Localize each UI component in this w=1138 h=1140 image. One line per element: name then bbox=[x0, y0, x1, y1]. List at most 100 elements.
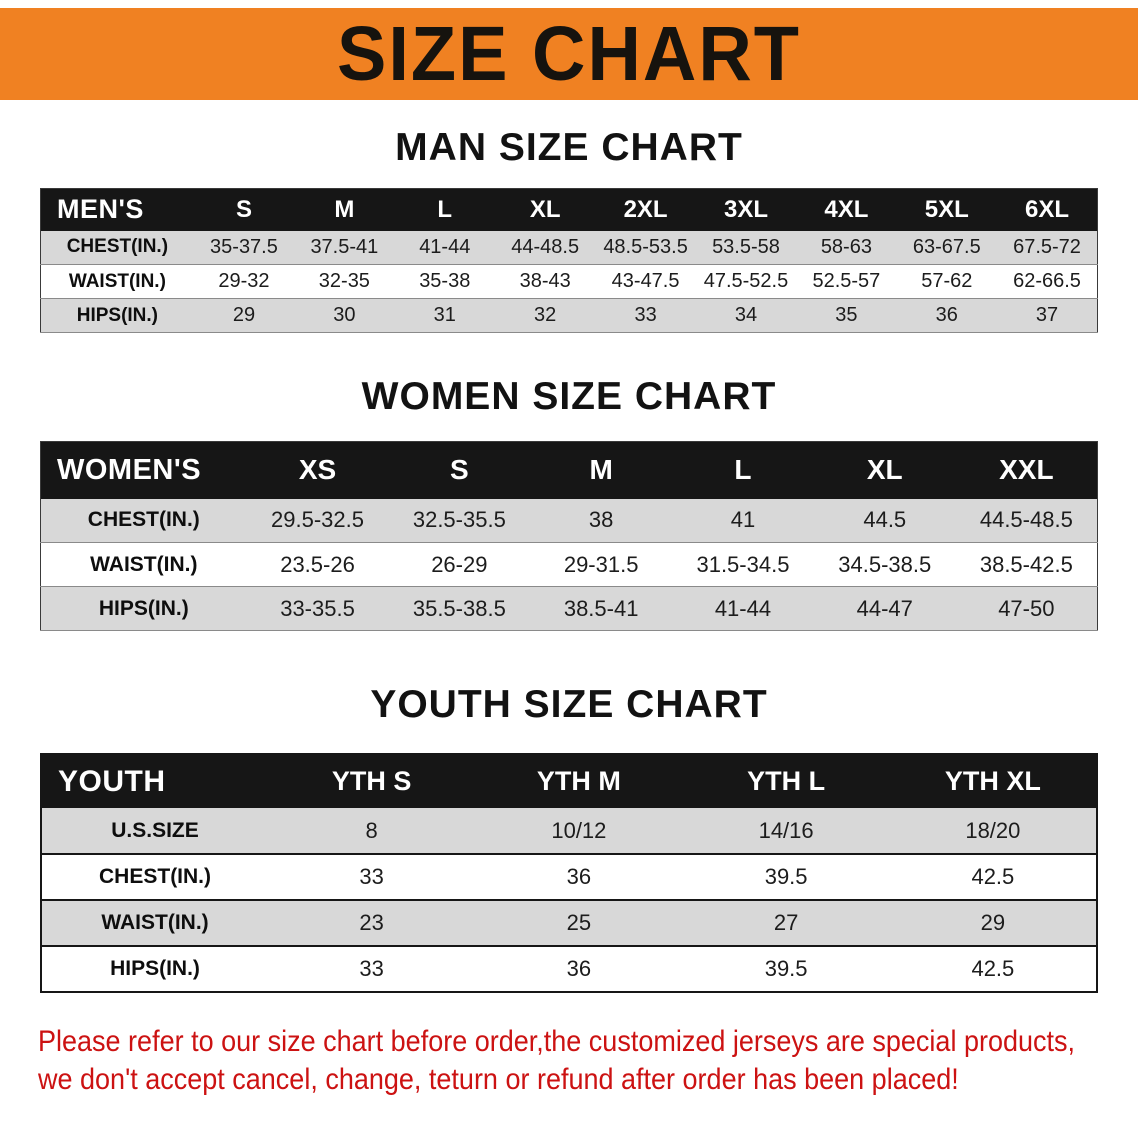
value-cell: 39.5 bbox=[682, 946, 890, 993]
value-cell: 53.5-58 bbox=[695, 230, 797, 265]
section-women: WOMEN SIZE CHART WOMEN'S XS S M L XL XXL CHEST(… bbox=[0, 375, 1138, 631]
value-cell: 43-47.5 bbox=[595, 264, 696, 299]
size-column-header: L bbox=[672, 441, 814, 499]
value-cell: 33 bbox=[595, 298, 696, 333]
size-column-header: L bbox=[394, 188, 495, 231]
table-row: CHEST(IN.) 33 36 39.5 42.5 bbox=[41, 854, 1097, 901]
value-cell: 37.5-41 bbox=[294, 230, 395, 265]
value-cell: 57-62 bbox=[896, 264, 997, 299]
size-column-header: 4XL bbox=[796, 188, 897, 231]
value-cell: 42.5 bbox=[889, 946, 1097, 993]
women-table-title-cell: WOMEN'S bbox=[40, 441, 247, 499]
value-cell: 44-48.5 bbox=[494, 230, 596, 265]
value-cell: 52.5-57 bbox=[796, 264, 897, 299]
size-column-header: XXL bbox=[955, 441, 1098, 499]
value-cell: 47.5-52.5 bbox=[695, 264, 797, 299]
women-header-row: WOMEN'S XS S M L XL XXL bbox=[40, 441, 1098, 499]
value-cell: 23.5-26 bbox=[246, 542, 389, 587]
value-cell: 36 bbox=[475, 946, 683, 993]
value-cell: 29.5-32.5 bbox=[246, 498, 389, 543]
table-row: WAIST(IN.) 23.5-26 26-29 29-31.5 31.5-34.5 34… bbox=[40, 542, 1098, 587]
table-row: CHEST(IN.) 29.5-32.5 32.5-35.5 38 41 44.5 44.5… bbox=[40, 498, 1098, 543]
value-cell: 35.5-38.5 bbox=[388, 586, 531, 631]
value-cell: 25 bbox=[475, 900, 683, 947]
size-column-header: 2XL bbox=[595, 188, 696, 231]
women-section-heading: WOMEN SIZE CHART bbox=[361, 375, 777, 418]
size-column-header: XS bbox=[246, 441, 389, 499]
value-cell: 63-67.5 bbox=[896, 230, 997, 265]
men-header-row: MEN'S S M L XL 2XL 3XL 4XL 5XL 6XL bbox=[40, 188, 1098, 231]
footer-notice: Please refer to our size chart before or… bbox=[0, 1023, 1138, 1100]
table-row: HIPS(IN.) 33-35.5 35.5-38.5 38.5-41 41-44 44-… bbox=[40, 586, 1098, 631]
value-cell: 39.5 bbox=[682, 854, 890, 901]
value-cell: 36 bbox=[896, 298, 997, 333]
table-row: HIPS(IN.) 29 30 31 32 33 34 35 36 37 bbox=[40, 298, 1098, 333]
value-cell: 32 bbox=[494, 298, 596, 333]
value-cell: 29-31.5 bbox=[530, 542, 673, 587]
table-row: U.S.SIZE 8 10/12 14/16 18/20 bbox=[41, 808, 1097, 855]
section-men: MAN SIZE CHART MEN'S S M L XL 2XL 3XL 4XL 5XL 6XL… bbox=[0, 126, 1138, 333]
men-table-title-cell: MEN'S bbox=[40, 188, 194, 231]
value-cell: 47-50 bbox=[955, 586, 1098, 631]
table-row: CHEST(IN.) 35-37.5 37.5-41 41-44 44-48.5 48.5… bbox=[40, 230, 1098, 265]
value-cell: 41 bbox=[672, 498, 814, 543]
value-cell: 32.5-35.5 bbox=[388, 498, 531, 543]
size-column-header: YTH L bbox=[682, 754, 890, 808]
youth-table-title-cell: YOUTH bbox=[41, 754, 269, 808]
value-cell: 8 bbox=[268, 808, 476, 855]
value-cell: 62-66.5 bbox=[997, 264, 1098, 299]
value-cell: 41-44 bbox=[672, 586, 814, 631]
value-cell: 44.5 bbox=[813, 498, 956, 543]
value-cell: 30 bbox=[294, 298, 395, 333]
value-cell: 38 bbox=[530, 498, 673, 543]
value-cell: 44.5-48.5 bbox=[955, 498, 1098, 543]
table-row: WAIST(IN.) 23 25 27 29 bbox=[41, 900, 1097, 947]
row-label-cell: WAIST(IN.) bbox=[40, 542, 247, 587]
notice-line-2: we don't accept cancel, change, teturn o… bbox=[38, 1063, 959, 1097]
men-section-heading: MAN SIZE CHART bbox=[395, 126, 743, 169]
value-cell: 29 bbox=[193, 298, 295, 333]
size-column-header: YTH S bbox=[268, 754, 476, 808]
value-cell: 67.5-72 bbox=[997, 230, 1098, 265]
value-cell: 36 bbox=[475, 854, 683, 901]
value-cell: 44-47 bbox=[813, 586, 956, 631]
value-cell: 18/20 bbox=[889, 808, 1097, 855]
youth-size-table: YOUTH YTH S YTH M YTH L YTH XL U.S.SIZE 8 10/12… bbox=[40, 753, 1098, 993]
value-cell: 23 bbox=[268, 900, 476, 947]
value-cell: 34.5-38.5 bbox=[813, 542, 956, 587]
value-cell: 26-29 bbox=[388, 542, 531, 587]
value-cell: 10/12 bbox=[475, 808, 683, 855]
size-column-header: M bbox=[530, 441, 673, 499]
value-cell: 31.5-34.5 bbox=[672, 542, 814, 587]
size-column-header: 3XL bbox=[695, 188, 797, 231]
value-cell: 31 bbox=[394, 298, 495, 333]
row-label-cell: CHEST(IN.) bbox=[40, 498, 247, 543]
size-column-header: S bbox=[388, 441, 531, 499]
size-column-header: 5XL bbox=[896, 188, 997, 231]
value-cell: 33 bbox=[268, 946, 476, 993]
value-cell: 33 bbox=[268, 854, 476, 901]
value-cell: 38.5-41 bbox=[530, 586, 673, 631]
value-cell: 37 bbox=[997, 298, 1098, 333]
row-label-cell: HIPS(IN.) bbox=[41, 946, 269, 993]
value-cell: 42.5 bbox=[889, 854, 1097, 901]
size-chart-page: SIZE CHART MAN SIZE CHART MEN'S S M L XL 2XL 3… bbox=[0, 8, 1138, 1140]
size-column-header: YTH XL bbox=[889, 754, 1097, 808]
youth-header-row: YOUTH YTH S YTH M YTH L YTH XL bbox=[41, 754, 1097, 808]
table-row: WAIST(IN.) 29-32 32-35 35-38 38-43 43-47.5 47.… bbox=[40, 264, 1098, 299]
men-size-table: MEN'S S M L XL 2XL 3XL 4XL 5XL 6XL CHEST(IN.) 35-37… bbox=[40, 188, 1098, 333]
row-label-cell: WAIST(IN.) bbox=[41, 900, 269, 947]
youth-section-heading: YOUTH SIZE CHART bbox=[370, 683, 768, 726]
row-label-cell: CHEST(IN.) bbox=[41, 854, 269, 901]
size-column-header: 6XL bbox=[997, 188, 1098, 231]
value-cell: 29 bbox=[889, 900, 1097, 947]
size-column-header: M bbox=[294, 188, 395, 231]
notice-line-1: Please refer to our size chart before or… bbox=[38, 1025, 1076, 1058]
value-cell: 58-63 bbox=[796, 230, 897, 265]
women-size-table: WOMEN'S XS S M L XL XXL CHEST(IN.) 29.5-32.5 32.5… bbox=[40, 441, 1098, 631]
row-label-cell: HIPS(IN.) bbox=[40, 586, 247, 631]
row-label-cell: U.S.SIZE bbox=[41, 808, 269, 855]
row-label-cell: CHEST(IN.) bbox=[40, 230, 194, 265]
table-row: HIPS(IN.) 33 36 39.5 42.5 bbox=[41, 946, 1097, 993]
value-cell: 33-35.5 bbox=[246, 586, 389, 631]
